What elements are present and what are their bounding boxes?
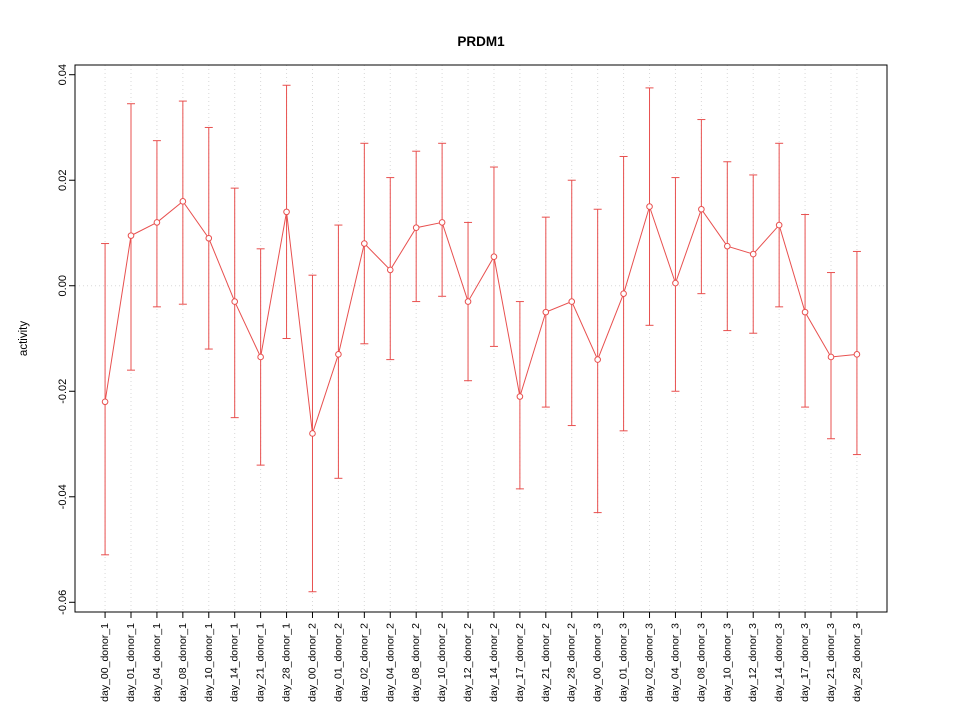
data-point xyxy=(620,290,627,297)
data-point xyxy=(309,430,316,437)
x-tick-label: day_08_donor_3 xyxy=(695,623,707,702)
x-tick-label: day_08_donor_1 xyxy=(177,623,189,702)
x-tick-label: day_10_donor_3 xyxy=(721,623,733,702)
x-tick-label: day_00_donor_3 xyxy=(592,623,604,702)
data-point xyxy=(335,351,342,358)
x-tick-label: day_02_donor_3 xyxy=(644,623,656,702)
x-tick-label: day_21_donor_2 xyxy=(540,623,552,702)
x-tick-label: day_28_donor_3 xyxy=(851,623,863,702)
y-tick-label: 0.04 xyxy=(57,64,69,85)
data-point xyxy=(672,279,679,287)
data-point xyxy=(827,353,835,361)
data-point xyxy=(127,232,135,239)
chart-title: PRDM1 xyxy=(457,34,505,49)
x-tick-label: day_21_donor_1 xyxy=(255,623,267,702)
data-point xyxy=(438,219,446,226)
y-axis-label: activity xyxy=(18,321,30,356)
x-tick-label: day_01_donor_2 xyxy=(332,623,344,702)
data-point xyxy=(516,393,524,400)
data-point xyxy=(361,240,368,247)
y-tick-label: 0.02 xyxy=(57,170,69,191)
y-tick-label: -0.02 xyxy=(57,379,69,404)
series-line xyxy=(104,200,857,434)
data-point xyxy=(853,351,861,358)
x-tick-label: day_01_donor_3 xyxy=(618,623,630,702)
x-tick-label: day_17_donor_2 xyxy=(514,623,526,702)
y-tick-label: -0.04 xyxy=(57,484,69,509)
data-point xyxy=(412,224,420,232)
data-point xyxy=(101,398,109,406)
data-point xyxy=(723,242,731,250)
x-tick-label: day_04_donor_1 xyxy=(151,623,163,702)
data-point xyxy=(801,308,809,316)
x-tick-label: day_14_donor_3 xyxy=(773,623,785,702)
data-point xyxy=(775,221,783,229)
x-tick-label: day_10_donor_1 xyxy=(203,623,215,702)
plot-border xyxy=(74,64,888,613)
data-point xyxy=(283,208,290,216)
x-tick-label: day_10_donor_2 xyxy=(436,623,448,702)
data-point xyxy=(153,219,161,226)
x-tick-label: day_17_donor_3 xyxy=(799,623,811,702)
data-point xyxy=(179,198,187,205)
x-tick-label: day_14_donor_2 xyxy=(488,623,500,702)
x-tick-label: day_04_donor_2 xyxy=(384,623,396,702)
x-tick-label: day_02_donor_2 xyxy=(358,623,370,702)
data-point xyxy=(542,308,550,316)
x-tick-label: day_12_donor_3 xyxy=(747,623,759,702)
x-tick-label: day_28_donor_2 xyxy=(566,623,578,702)
x-tick-label: day_01_donor_1 xyxy=(125,623,137,702)
data-point xyxy=(386,266,394,274)
data-point xyxy=(698,205,705,213)
y-tick-label: -0.06 xyxy=(57,590,69,615)
x-tick-label: day_12_donor_2 xyxy=(462,623,474,702)
y-tick-label: 0.00 xyxy=(57,275,69,296)
x-tick-label: day_08_donor_2 xyxy=(410,623,422,702)
x-tick-label: day_04_donor_3 xyxy=(669,623,681,702)
data-point xyxy=(464,298,472,305)
x-tick-label: day_21_donor_3 xyxy=(825,623,837,702)
x-tick-label: day_00_donor_2 xyxy=(306,623,318,702)
data-point xyxy=(231,298,239,305)
x-tick-label: day_00_donor_1 xyxy=(99,623,111,702)
data-point xyxy=(205,234,213,242)
x-tick-label: day_14_donor_1 xyxy=(229,623,241,702)
data-point xyxy=(749,250,757,258)
data-point xyxy=(568,298,576,305)
x-tick-label: day_28_donor_1 xyxy=(281,623,293,702)
data-point xyxy=(646,203,653,210)
data-point xyxy=(490,253,498,261)
data-point xyxy=(594,356,601,363)
data-point xyxy=(257,353,264,361)
